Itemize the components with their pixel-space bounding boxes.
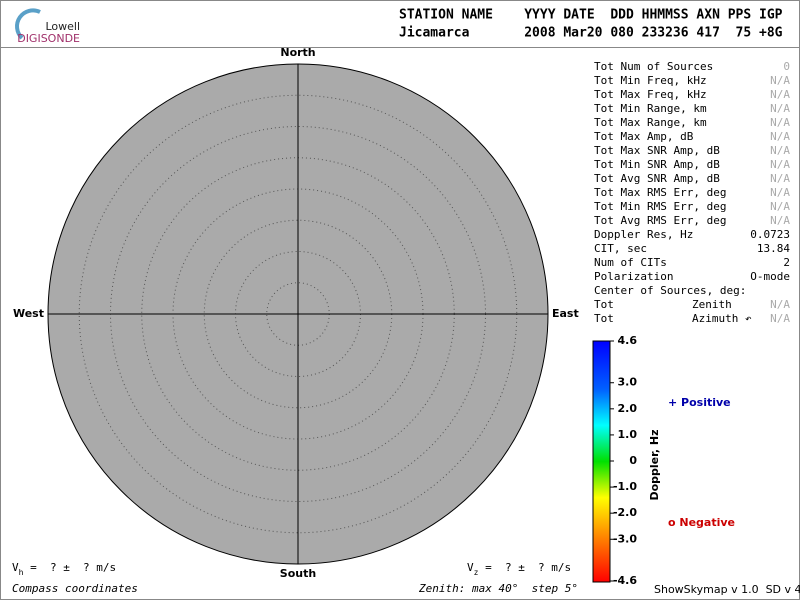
stat-label: Tot Max SNR Amp, dB [594,144,720,157]
subscript: h [19,568,24,577]
logo-bottom: DIGISONDE [17,32,80,45]
stat-label: Center of Sources, deg: [594,284,746,297]
stat-value: 13.84 [757,242,790,255]
stat-value: N/A [770,144,790,157]
stat-label: Tot Max Amp, dB [594,130,694,143]
stat-label: Tot Min Freq, kHz [594,74,707,87]
stat-sub: Zenith [692,298,732,311]
colorbar-ticks: 4.6 3.0 2.0 1.0 0 -1.0 -2.0 -3.0 -4.6 [610,334,637,587]
subscript: z [474,568,479,577]
stat-value: 0 [783,60,790,73]
stat-label: CIT, sec [594,242,647,255]
header-line: STATION NAME YYYY DATE DDD HHMMSS AXN PP… [399,8,783,23]
stat-value: N/A [770,312,790,325]
colorbar-tick-label: -1.0 [613,480,637,493]
symbol: V [467,561,474,574]
stat-label: Tot Avg SNR Amp, dB [594,172,720,185]
header-line: Jicamarca 2008 Mar20 080 233236 417 75 +… [399,26,783,41]
compass-label: East [552,307,579,320]
colorbar-tick-label: 0 [629,454,637,467]
value: = ? ± ? m/s [23,561,116,574]
colorbar-tick-label: 2.0 [618,402,638,415]
colorbar-tick-label: -2.0 [613,506,637,519]
compass-label: South [280,567,316,580]
colorbar-tick-label: 1.0 [618,428,638,441]
stat-value: N/A [770,214,790,227]
stat-label: Tot Min SNR Amp, dB [594,158,720,171]
stat-value: N/A [770,186,790,199]
vz-readout: Vz = ? ± ? m/s [467,561,571,577]
symbol: V [12,561,19,574]
colorbar [592,340,611,583]
value: = ? ± ? m/s [478,561,571,574]
zenith-note: Zenith: max 40° step 5° [418,582,578,595]
stat-label: Tot Max Range, km [594,116,707,129]
colorbar-tick-label: 3.0 [618,376,638,389]
stat-label: Polarization [594,270,673,283]
logo-top: Lowell [45,20,80,33]
stat-label: Tot Max Freq, kHz [594,88,707,101]
stat-value: N/A [770,88,790,101]
stat-label: Tot [594,298,614,311]
stat-value: N/A [770,74,790,87]
stat-label: Tot Num of Sources [594,60,713,73]
stat-label: Tot [594,312,614,325]
stat-label: Num of CITs [594,256,667,269]
colorbar-tick-label: -4.6 [613,574,637,587]
stat-value: N/A [770,130,790,143]
stat-value: N/A [770,158,790,171]
stat-label: Tot Max RMS Err, deg [594,186,726,199]
stat-label: Tot Avg RMS Err, deg [594,214,726,227]
stat-value: N/A [770,200,790,213]
stat-label: Doppler Res, Hz [594,228,693,241]
compass-label: West [13,307,44,320]
stat-value: 0.0723 [750,228,790,241]
legend-negative: o Negative [668,516,735,529]
stat-label: Tot Min RMS Err, deg [594,200,726,213]
stat-sub: Azimuth ↶ [692,312,752,325]
compass-label: North [280,46,315,59]
stats-table: Tot Num of Sources 0 Tot Min Freq, kHz N/A T… [594,60,790,325]
colorbar-tick-label: -3.0 [613,532,637,545]
colorbar-tick-label: 4.6 [618,334,638,347]
stat-value: O-mode [750,270,790,283]
stat-value: N/A [770,102,790,115]
version: ShowSkymap v 1.0 SD v 4.2 [654,583,800,596]
stat-label: Tot Min Range, km [594,102,707,115]
stat-value: N/A [770,116,790,129]
colorbar-title: Doppler, Hz [648,429,661,500]
stat-value: N/A [770,298,790,311]
coords-note: Compass coordinates [12,582,138,595]
vh-readout: Vh = ? ± ? m/s [12,561,116,577]
stat-value: N/A [770,172,790,185]
legend-positive: + Positive [668,396,731,409]
stat-value: 2 [783,256,790,269]
logo-arc [15,8,41,40]
